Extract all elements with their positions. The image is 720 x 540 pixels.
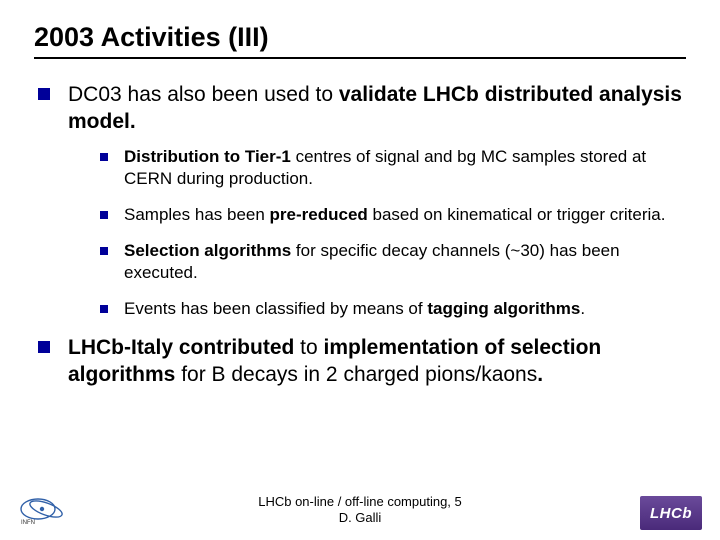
text-bold: LHCb-Italy contributed xyxy=(68,336,294,359)
square-bullet-icon xyxy=(100,153,108,161)
text-frag: Events has been classified by means of xyxy=(124,299,427,318)
sub-item-4: Events has been classified by means of t… xyxy=(100,298,686,320)
text-frag: to xyxy=(294,336,323,359)
text-frag: based on kinematical or trigger criteria… xyxy=(368,205,666,224)
square-bullet-icon xyxy=(100,211,108,219)
square-bullet-icon xyxy=(38,88,50,100)
lhcb-logo-icon: LHCb xyxy=(640,496,702,530)
bullet-text-1: DC03 has also been used to validate LHCb… xyxy=(68,81,686,136)
square-bullet-icon xyxy=(100,305,108,313)
text-bold: pre-reduced xyxy=(270,205,368,224)
sub-text-2: Samples has been pre-reduced based on ki… xyxy=(124,204,665,226)
sub-text-4: Events has been classified by means of t… xyxy=(124,298,585,320)
square-bullet-icon xyxy=(100,247,108,255)
text-bold: Distribution to Tier-1 xyxy=(124,147,291,166)
text-frag: . xyxy=(580,299,585,318)
text-bold: Selection algorithms xyxy=(124,241,291,260)
square-bullet-icon xyxy=(38,341,50,353)
bullet-text-2: LHCb-Italy contributed to implementation… xyxy=(68,334,686,389)
slide-title: 2003 Activities (III) xyxy=(34,22,686,59)
slide-body: DC03 has also been used to validate LHCb… xyxy=(34,81,686,389)
sub-item-1: Distribution to Tier-1 centres of signal… xyxy=(100,146,686,190)
sub-list-1: Distribution to Tier-1 centres of signal… xyxy=(100,146,686,321)
bullet-item-2: LHCb-Italy contributed to implementation… xyxy=(38,334,686,389)
lhcb-logo-text: LHCb xyxy=(650,505,692,522)
slide-footer: LHCb on-line / off-line computing, 5 D. … xyxy=(0,494,720,527)
sub-text-1: Distribution to Tier-1 centres of signal… xyxy=(124,146,686,190)
text-bold: . xyxy=(130,110,136,133)
text-frag: for B decays in 2 charged pions/kaons xyxy=(175,363,537,386)
footer-line-1: LHCb on-line / off-line computing, 5 xyxy=(0,494,720,510)
bullet-item-1: DC03 has also been used to validate LHCb… xyxy=(38,81,686,136)
footer-line-2: D. Galli xyxy=(0,510,720,526)
sub-item-3: Selection algorithms for specific decay … xyxy=(100,240,686,284)
text-bold: tagging algorithms xyxy=(427,299,580,318)
text-bold: . xyxy=(537,363,543,386)
sub-item-2: Samples has been pre-reduced based on ki… xyxy=(100,204,686,226)
slide: 2003 Activities (III) DC03 has also been… xyxy=(0,0,720,540)
sub-text-3: Selection algorithms for specific decay … xyxy=(124,240,686,284)
text-frag: DC03 has also been used to xyxy=(68,83,339,106)
text-frag: Samples has been xyxy=(124,205,270,224)
